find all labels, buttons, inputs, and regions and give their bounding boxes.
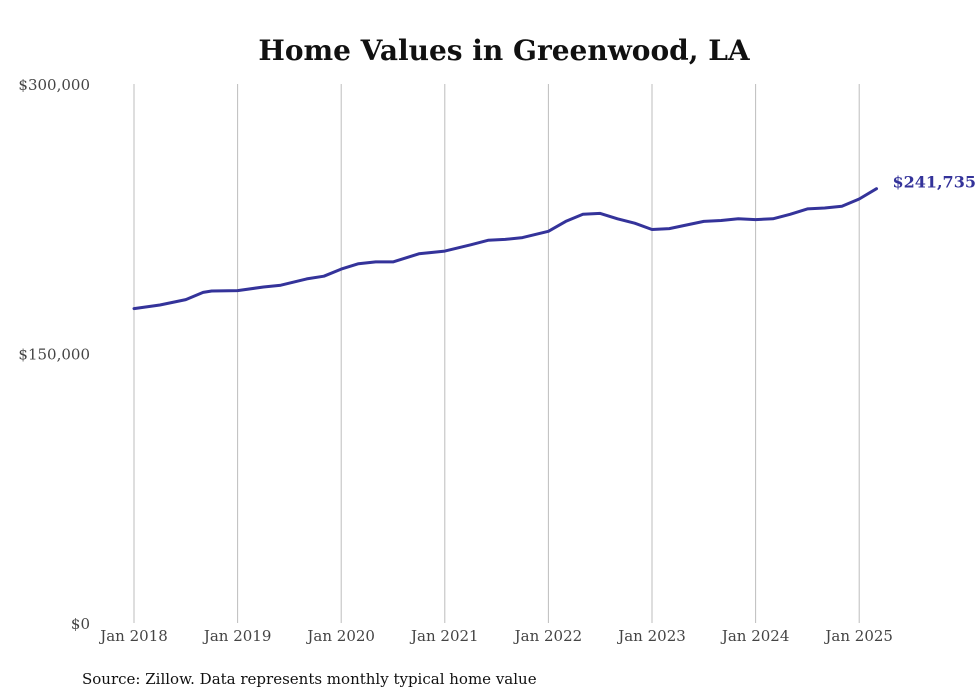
y-axis: $0 $150,000 $300,000 [18, 76, 90, 633]
y-tick-label: $150,000 [18, 346, 90, 364]
x-tick-label: Jan 2021 [409, 627, 479, 645]
y-tick-label: $0 [71, 615, 90, 633]
x-tick-label: Jan 2020 [305, 627, 375, 645]
x-tick-label: Jan 2024 [720, 627, 790, 645]
x-axis: Jan 2018 Jan 2019 Jan 2020 Jan 2021 Jan 2022… [98, 627, 893, 645]
x-tick-label: Jan 2022 [513, 627, 583, 645]
x-tick-label: Jan 2023 [616, 627, 686, 645]
gridlines [133, 84, 860, 623]
series-layer: $241,735 [132, 173, 976, 311]
source-note: Source: Zillow. Data represents monthly … [82, 670, 537, 688]
series-line [132, 187, 878, 311]
x-tick-label: Jan 2025 [823, 627, 893, 645]
x-tick-label: Jan 2018 [98, 627, 168, 645]
x-tick-label: Jan 2019 [202, 627, 272, 645]
end-value-label: $241,735 [892, 173, 976, 192]
y-tick-label: $300,000 [18, 76, 90, 94]
chart-title: Home Values in Greenwood, LA [258, 34, 751, 67]
